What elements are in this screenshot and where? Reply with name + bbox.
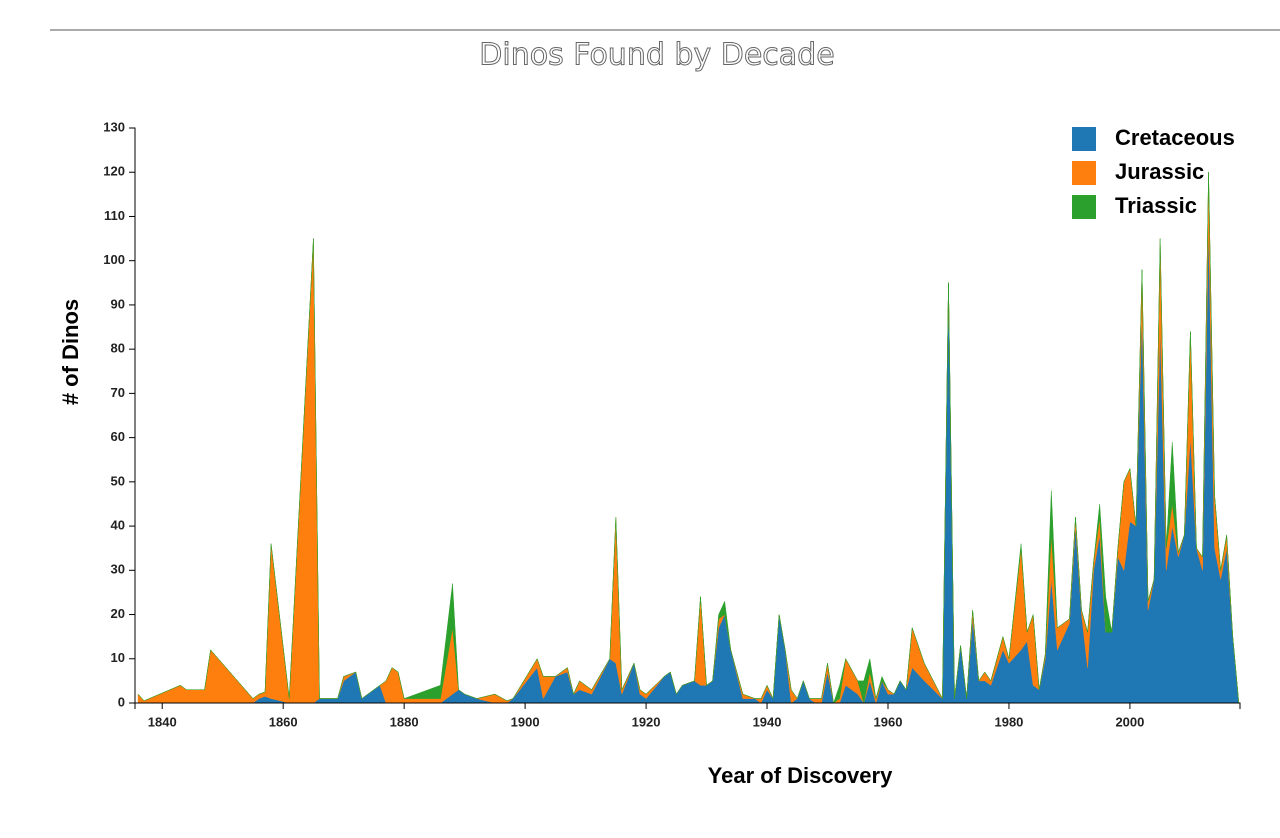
y-tick-label: 20 [111, 606, 125, 621]
y-tick-label: 50 [111, 473, 125, 488]
y-axis-label: # of Dinos [58, 299, 83, 405]
y-tick-label: 40 [111, 518, 125, 533]
y-tick-label: 130 [103, 119, 125, 134]
y-tick-label: 80 [111, 341, 125, 356]
y-tick-label: 0 [118, 694, 125, 709]
chart-title: Dinos Found by Decade [479, 38, 834, 73]
x-axis [134, 702, 1241, 709]
x-tick-label: 1900 [511, 714, 540, 729]
y-tick-label: 30 [111, 562, 125, 577]
legend-swatch [1072, 127, 1096, 151]
y-tick-label: 90 [111, 296, 125, 311]
y-tick-label: 100 [103, 252, 125, 267]
y-tick-label: 120 [103, 164, 125, 179]
x-tick-label: 2000 [1115, 714, 1144, 729]
legend-label: Triassic [1115, 193, 1197, 218]
legend-swatch [1072, 161, 1096, 185]
x-tick-label: 1920 [632, 714, 661, 729]
x-tick-label: 1960 [874, 714, 903, 729]
y-tick-label: 110 [104, 208, 125, 223]
y-tick-label: 70 [111, 385, 125, 400]
y-axis [129, 127, 136, 704]
legend-label: Jurassic [1115, 159, 1204, 184]
x-tick-label: 1980 [994, 714, 1023, 729]
legend-label: Cretaceous [1115, 125, 1235, 150]
y-tick-label: 10 [111, 650, 125, 665]
x-tick-label: 1940 [753, 714, 782, 729]
legend-swatch [1072, 195, 1096, 219]
x-axis-label: Year of Discovery [708, 763, 893, 788]
x-tick-label: 1840 [148, 714, 177, 729]
y-tick-label: 60 [111, 429, 125, 444]
x-tick-label: 1860 [269, 714, 298, 729]
x-tick-label: 1880 [390, 714, 419, 729]
